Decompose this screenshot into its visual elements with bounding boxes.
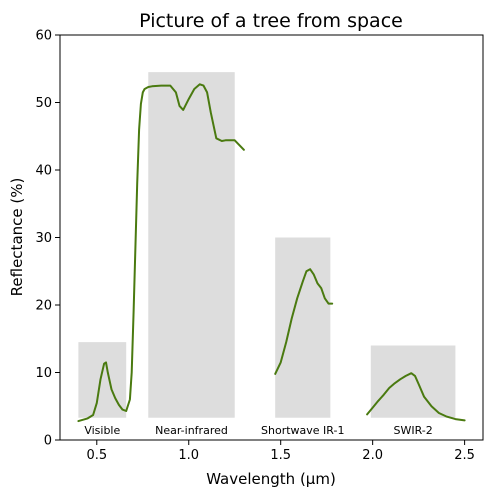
axes-layer: 0 10 20 30 40 50 60 0.5 1.0 1.5 2.0 2.5 bbox=[35, 29, 484, 463]
band-label-near-infrared: Near-infrared bbox=[155, 424, 228, 437]
band-label-visible: Visible bbox=[84, 424, 120, 437]
bands-layer: Visible Near-infrared Shortwave IR-1 SWIR-2 bbox=[78, 72, 456, 437]
y-tick-label-40: 40 bbox=[35, 164, 52, 179]
reflectance-curve-2 bbox=[274, 268, 334, 375]
x-tick-label-1.5: 1.5 bbox=[270, 448, 291, 463]
band-swir-2 bbox=[370, 345, 456, 418]
curve-layer bbox=[77, 83, 466, 423]
reflectance-curve-3 bbox=[366, 372, 466, 422]
x-tick-label-2.5: 2.5 bbox=[454, 448, 475, 463]
y-tick-label-10: 10 bbox=[35, 366, 52, 381]
reflectance-curve-1 bbox=[77, 83, 245, 423]
chart-title: Picture of a tree from space bbox=[139, 10, 403, 32]
y-tick-label-60: 60 bbox=[35, 29, 52, 44]
x-axis-label: Wavelength (μm) bbox=[206, 470, 336, 488]
band-label-swir-2: SWIR-2 bbox=[393, 424, 432, 437]
y-tick-label-30: 30 bbox=[35, 231, 52, 246]
y-axis-label: Reflectance (%) bbox=[8, 178, 26, 297]
x-tick-label-1.0: 1.0 bbox=[178, 448, 199, 463]
y-tick-label-0: 0 bbox=[44, 434, 52, 449]
y-tick-label-20: 20 bbox=[35, 299, 52, 314]
x-tick-label-0.5: 0.5 bbox=[86, 448, 107, 463]
band-shortwave-ir-1 bbox=[275, 237, 331, 418]
band-label-shortwave-ir-1: Shortwave IR-1 bbox=[261, 424, 344, 437]
x-tick-label-2.0: 2.0 bbox=[362, 448, 383, 463]
band-near-infrared bbox=[148, 72, 235, 418]
y-tick-label-50: 50 bbox=[35, 96, 52, 111]
